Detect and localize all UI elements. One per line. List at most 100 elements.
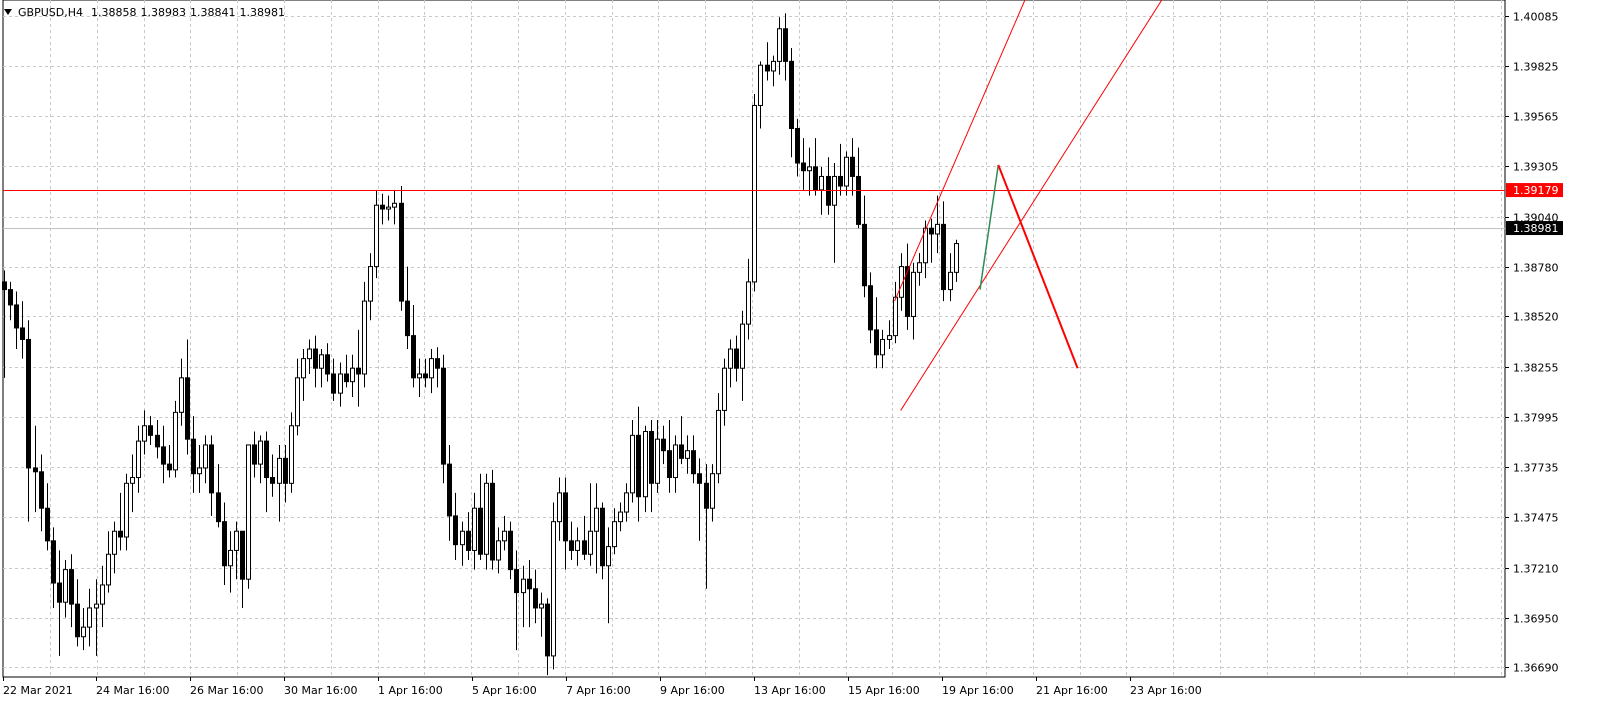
candle-bull	[289, 425, 294, 484]
candle-bull	[752, 104, 757, 283]
candle-bull	[368, 266, 373, 302]
candle-bear	[252, 444, 257, 465]
x-tick-label: 23 Apr 16:00	[1130, 684, 1202, 697]
candle-bull	[746, 281, 751, 325]
candle-bull	[655, 438, 660, 484]
candle-bull	[295, 377, 300, 427]
candle-bear	[191, 438, 196, 475]
candle-bear	[795, 127, 800, 164]
candle-bull	[362, 300, 367, 375]
candle-bear	[167, 463, 172, 471]
candle-bear	[649, 431, 654, 484]
candle-bull	[539, 603, 544, 609]
y-tick-label: 1.37735	[1513, 462, 1559, 475]
candle-bear	[600, 507, 605, 567]
candle-bull	[618, 511, 623, 523]
candle-bull	[594, 507, 599, 532]
candle-bull	[722, 367, 727, 411]
candle-bull	[606, 546, 611, 567]
candle-bear	[26, 338, 31, 469]
candle-bear	[704, 482, 709, 509]
candle-bull	[575, 540, 580, 551]
candle-bear	[734, 348, 739, 369]
candle-bear	[789, 60, 794, 129]
x-tick-label: 24 Mar 16:00	[96, 684, 169, 697]
candle-bear	[423, 373, 428, 379]
candle-bear	[411, 335, 416, 379]
candle-bull	[630, 434, 635, 494]
candle-bear	[514, 569, 519, 594]
candle-bear	[813, 166, 818, 191]
candle-bear	[527, 578, 532, 590]
y-tick-label: 1.38780	[1513, 262, 1559, 275]
candle-bull	[301, 358, 306, 379]
current-price-label-bg	[1506, 221, 1563, 236]
projection-up-leg[interactable]	[979, 164, 1000, 290]
candle-bear	[331, 373, 336, 394]
x-tick-label: 13 Apr 16:00	[754, 684, 826, 697]
candle-bull	[557, 492, 562, 523]
candle-bull	[338, 373, 343, 394]
candle-bull	[258, 440, 263, 465]
candle-bear	[313, 348, 318, 369]
candle-bear	[478, 507, 483, 555]
candle-bear	[850, 156, 855, 177]
candle-bear	[405, 300, 410, 337]
x-tick-label: 21 Apr 16:00	[1036, 684, 1108, 697]
candle-bear	[801, 162, 806, 172]
candle-bull	[472, 507, 477, 551]
candle-bull	[899, 266, 904, 298]
candle-bull	[429, 358, 434, 379]
x-tick-label: 26 Mar 16:00	[190, 684, 263, 697]
x-tick-label: 19 Apr 16:00	[942, 684, 1014, 697]
candle-bull	[350, 367, 355, 383]
candle-bull	[893, 296, 898, 337]
symbol-timeframe: GBPUSD,H4	[18, 5, 83, 19]
candle-bear	[325, 354, 330, 375]
candle-bull	[844, 156, 849, 187]
candle-bull	[588, 530, 593, 555]
candle-bear	[856, 175, 861, 225]
candle-bear	[453, 515, 458, 546]
x-tick-label: 1 Apr 16:00	[378, 684, 443, 697]
candle-bear	[75, 603, 80, 638]
x-tick-label: 15 Apr 16:00	[848, 684, 920, 697]
candle-bull	[643, 431, 648, 498]
candle-bear	[941, 223, 946, 291]
candle-bull	[771, 60, 776, 72]
candle-bull	[521, 578, 526, 594]
candle-bear	[691, 450, 696, 475]
candle-bull	[954, 243, 959, 273]
candle-bear	[161, 446, 166, 465]
candle-bull	[740, 323, 745, 369]
candle-bull	[319, 354, 324, 369]
candle-bull	[551, 521, 556, 657]
candle-bear	[929, 227, 934, 235]
candle-bull	[911, 271, 916, 317]
candle-bull	[624, 492, 629, 513]
candle-bear	[222, 521, 227, 567]
candle-bull	[502, 530, 507, 542]
candle-bull	[277, 457, 282, 484]
projection-down-leg[interactable]	[997, 164, 1079, 369]
candle-bull	[136, 440, 141, 479]
candle-bull	[307, 348, 312, 360]
candle-bull	[417, 373, 422, 379]
channel-lower-line[interactable]	[900, 0, 1243, 411]
candle-bull	[179, 377, 184, 413]
candle-bull	[374, 204, 379, 268]
y-tick-label: 1.36950	[1513, 613, 1559, 626]
candle-bear	[380, 204, 385, 210]
candle-bear	[667, 450, 672, 479]
y-tick-label: 1.36690	[1513, 662, 1559, 675]
candle-bull	[197, 467, 202, 475]
level-price-label-bg	[1506, 183, 1563, 198]
channel-upper-line[interactable]	[894, 0, 1176, 302]
chevron-down-icon[interactable]	[4, 9, 12, 15]
y-tick-label: 1.37995	[1513, 412, 1559, 425]
candle-bull	[112, 530, 117, 555]
x-tick-label: 30 Mar 16:00	[284, 684, 357, 697]
candle-bull	[484, 482, 489, 555]
